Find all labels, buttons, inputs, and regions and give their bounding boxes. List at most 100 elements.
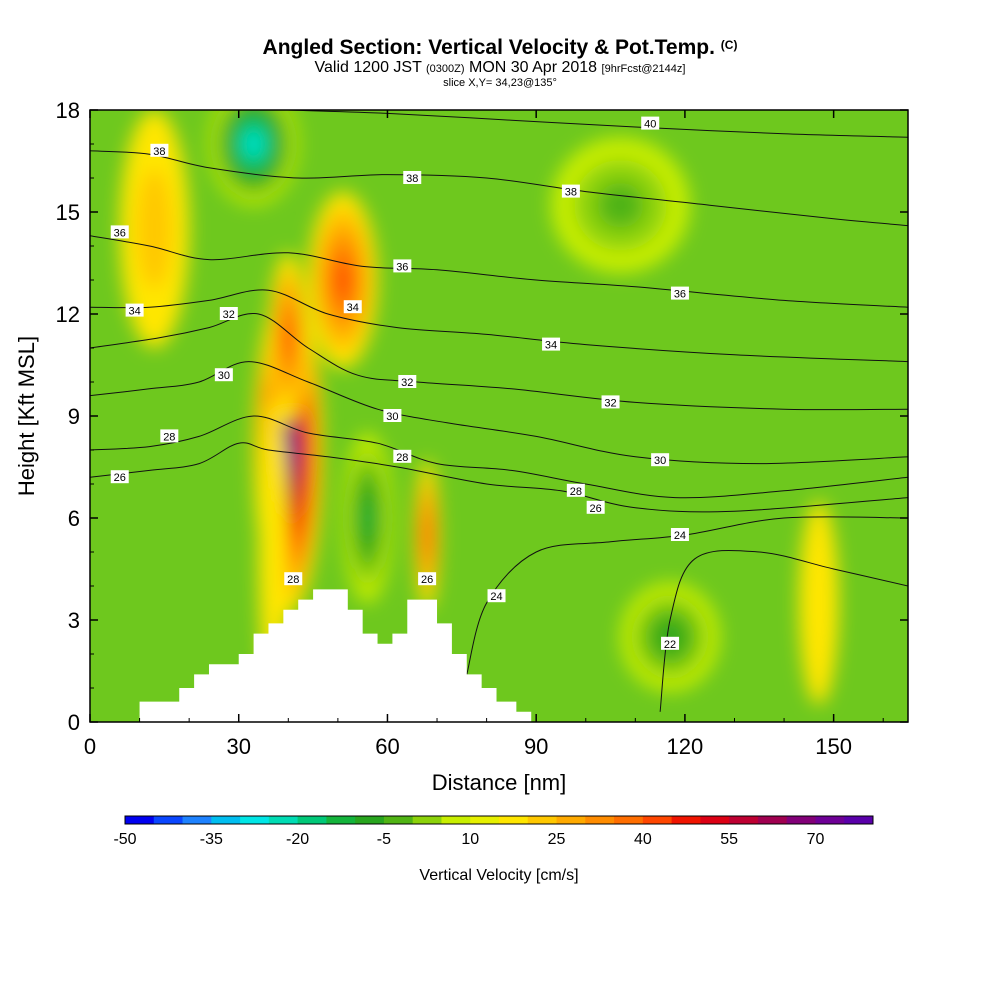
- contour-label-bg: [641, 116, 660, 130]
- x-tick-label: 150: [815, 734, 852, 759]
- y-axis-label: Height [Kft MSL]: [14, 336, 39, 496]
- contour-label-text: 38: [406, 173, 418, 185]
- contour-label-10: 32: [219, 307, 238, 321]
- colorbar-swatch-4: [240, 816, 270, 824]
- contour-label-bg: [214, 368, 233, 382]
- contour-label-text: 28: [287, 574, 299, 586]
- contour-label-text: 24: [674, 530, 686, 542]
- contour-label-bg: [383, 409, 402, 422]
- contour-label-text: 26: [421, 574, 433, 586]
- slice-info: slice X,Y= 34,23@135°: [443, 77, 557, 89]
- contour-label-bg: [343, 300, 362, 314]
- contour-label-bg: [398, 375, 417, 388]
- colorbar-swatch-17: [614, 816, 644, 824]
- contour-label-bg: [586, 500, 605, 514]
- contour-label-3: 40: [641, 116, 660, 131]
- contour-label-text: 30: [386, 411, 398, 423]
- isentrope-26: [90, 442, 908, 513]
- contour-label-18: 28: [566, 483, 585, 498]
- valid-time-line: Valid 1200 JST (0300Z) MON 30 Apr 2018 […: [0, 60, 1000, 77]
- x-tick-label: 30: [226, 734, 250, 759]
- colorbar: -50 -35 -20 -5 10 25 40 55 70: [113, 815, 874, 848]
- contour-label-bg: [150, 143, 169, 157]
- contour-label-bg: [566, 483, 585, 497]
- contour-labels: 38 38 38 40 36 36 36 34 34 34 32 32 32 30 30 30 28 28 28 28…: [110, 116, 689, 651]
- contour-label-4: 36: [110, 225, 129, 239]
- contour-label-bg: [487, 589, 506, 603]
- colorbar-swatch-6: [297, 816, 327, 824]
- contour-label-2: 38: [561, 184, 580, 199]
- velocity-feature-1-level-6: [284, 323, 292, 352]
- contour-label-text: 36: [396, 261, 408, 273]
- x-tick-label: 0: [84, 734, 96, 759]
- contour-label-8: 34: [343, 300, 362, 314]
- colorbar-swatch-9: [383, 816, 414, 824]
- colorbar-swatch-22: [757, 816, 788, 824]
- y-tick-label: 15: [56, 200, 80, 225]
- colorbar-tick-label: -5: [377, 831, 391, 848]
- isentrope-24: [466, 516, 908, 675]
- contour-label-text: 36: [114, 227, 126, 239]
- contour-label-text: 30: [218, 370, 230, 382]
- colorbar-swatch-23: [786, 816, 816, 824]
- colorbar-swatch-19: [671, 816, 701, 824]
- contour-label-bg: [125, 303, 144, 317]
- contour-label-bg: [542, 337, 561, 351]
- colorbar-swatch-16: [585, 816, 615, 824]
- contour-label-20: 26: [110, 470, 129, 484]
- contour-label-text: 28: [396, 452, 408, 464]
- x-tick-label: 60: [375, 734, 399, 759]
- contour-label-9: 34: [542, 337, 561, 352]
- contour-label-0: 38: [150, 143, 169, 158]
- contour-label-25: 22: [661, 636, 680, 651]
- colorbar-tick-label: -50: [113, 831, 136, 848]
- valid-time-prefix: Valid 1200 JST: [314, 59, 422, 76]
- chart-title-main: Angled Section: Vertical Velocity & Pot.…: [262, 36, 715, 59]
- colorbar-swatch-18: [642, 816, 673, 824]
- isentrope-30: [90, 361, 908, 465]
- contour-label-text: 34: [545, 340, 557, 352]
- contour-label-17: 28: [393, 449, 412, 464]
- colorbar-swatch-12: [470, 816, 500, 824]
- colorbar-tick-label: -20: [286, 831, 309, 848]
- colorbar-swatch-5: [268, 816, 299, 824]
- chart-title-mark: (C): [720, 38, 738, 52]
- contour-label-text: 28: [163, 431, 175, 443]
- contour-label-23: 24: [670, 528, 689, 542]
- contour-label-text: 32: [604, 397, 616, 409]
- velocity-feature-6-level-1: [798, 501, 839, 705]
- contour-label-14: 30: [383, 409, 402, 423]
- contour-label-text: 38: [565, 187, 577, 199]
- contour-label-bg: [110, 470, 129, 484]
- chart-title: Angled Section: Vertical Velocity & Pot.…: [0, 36, 1000, 60]
- x-axis-label: Distance [nm]: [432, 770, 567, 795]
- velocity-feature-2-level-6: [337, 265, 349, 295]
- contour-label-text: 34: [128, 306, 140, 318]
- isentrope-36: [90, 235, 908, 308]
- isentrope-38: [90, 150, 908, 227]
- velocity-feature-3-level-6: [425, 522, 430, 548]
- contour-label-7: 34: [125, 303, 144, 318]
- contour-label-bg: [561, 184, 580, 198]
- contour-label-text: 34: [347, 302, 359, 314]
- isentrope-22: [659, 549, 908, 712]
- velocity-feature-8-level-5: [362, 501, 373, 535]
- contour-label-bg: [601, 395, 620, 409]
- contour-label-bg: [110, 225, 129, 239]
- colorbar-swatch-13: [499, 816, 529, 824]
- contour-label-16: 28: [160, 429, 179, 443]
- contour-label-text: 30: [654, 455, 666, 467]
- y-tick-label: 12: [56, 302, 80, 327]
- colorbar-swatch-21: [729, 816, 759, 824]
- contour-label-15: 30: [651, 453, 670, 467]
- forecast-info: [9hrFcst@2144z]: [601, 63, 686, 75]
- colorbar-swatch-0: [125, 816, 155, 824]
- contour-label-bg: [670, 286, 689, 300]
- colorbar-swatch-10: [412, 816, 442, 824]
- contour-label-bg: [403, 171, 422, 184]
- contour-label-13: 30: [214, 368, 233, 382]
- colorbar-frame: [124, 815, 874, 825]
- colorbar-swatch-2: [182, 816, 212, 824]
- terrain: [90, 589, 908, 722]
